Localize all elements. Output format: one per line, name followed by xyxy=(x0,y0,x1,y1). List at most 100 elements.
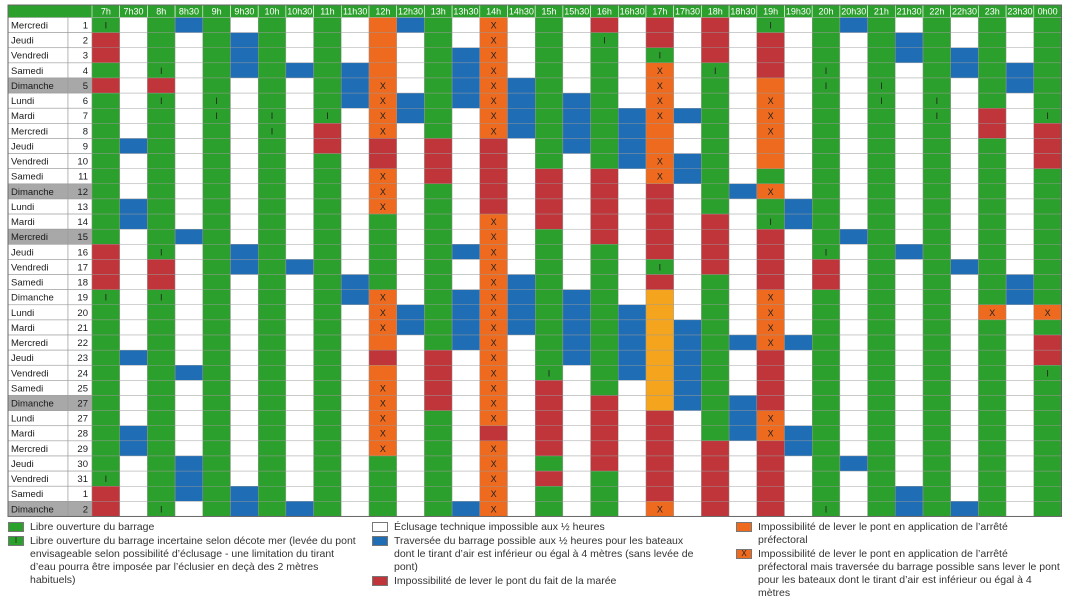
schedule-cell xyxy=(728,47,757,64)
schedule-cell xyxy=(673,198,702,215)
schedule-cell xyxy=(174,365,204,381)
schedule-cell xyxy=(147,168,176,185)
schedule-cell xyxy=(701,486,730,502)
schedule-cell xyxy=(812,349,841,366)
schedule-cell xyxy=(618,486,647,502)
schedule-cell xyxy=(202,440,231,457)
schedule-cell xyxy=(507,289,536,305)
schedule-cell xyxy=(701,425,730,442)
legend-swatch xyxy=(372,576,388,586)
hour-header-label: 19h xyxy=(763,7,778,17)
schedule-cell xyxy=(728,228,757,245)
schedule-cell xyxy=(258,244,287,260)
schedule-cell xyxy=(673,47,702,64)
schedule-cell xyxy=(91,228,120,245)
schedule-cell xyxy=(147,304,176,321)
schedule-cell xyxy=(728,259,757,275)
schedule-cell xyxy=(701,349,730,366)
cell-mark: X xyxy=(768,323,774,333)
schedule-cell xyxy=(839,198,868,215)
schedule-cell xyxy=(784,289,813,305)
schedule-cell xyxy=(922,440,951,457)
schedule-cell xyxy=(590,334,619,351)
schedule-cell xyxy=(839,17,868,33)
schedule-cell xyxy=(424,47,453,64)
day-label: Mardi xyxy=(11,217,35,228)
schedule-cell xyxy=(313,47,342,64)
schedule-cell xyxy=(867,213,896,230)
schedule-cell xyxy=(91,153,120,169)
schedule-cell xyxy=(728,319,757,336)
cell-mark: I xyxy=(105,293,108,303)
schedule-cell xyxy=(922,319,951,336)
date-label: 6 xyxy=(83,96,88,107)
schedule-cell xyxy=(313,244,342,260)
legend-swatch xyxy=(8,522,24,532)
schedule-cell xyxy=(728,244,757,260)
schedule-cell xyxy=(645,274,674,290)
cell-mark: I xyxy=(936,111,939,121)
schedule-cell xyxy=(1005,425,1034,442)
schedule-cell xyxy=(562,138,591,154)
schedule-cell xyxy=(728,153,757,169)
cell-mark: X xyxy=(657,96,663,106)
schedule-cell xyxy=(285,244,314,260)
schedule-cell xyxy=(590,244,619,260)
schedule-cell xyxy=(313,289,342,305)
hour-header-label: 12h30 xyxy=(398,7,423,17)
schedule-cell xyxy=(867,153,896,169)
schedule-cell xyxy=(341,47,370,64)
day-label: Mercredi xyxy=(11,232,48,243)
schedule-cell xyxy=(645,228,674,245)
schedule-cell xyxy=(1005,183,1034,200)
cell-mark: X xyxy=(380,429,386,439)
schedule-cell xyxy=(618,32,647,48)
schedule-cell xyxy=(341,380,370,396)
schedule-cell xyxy=(230,259,259,275)
schedule-cell xyxy=(341,228,370,245)
schedule-cell xyxy=(812,304,841,321)
schedule-cell xyxy=(922,410,951,426)
schedule-cell xyxy=(867,198,896,215)
schedule-cell xyxy=(91,32,120,48)
schedule-cell xyxy=(618,365,647,381)
schedule-cell xyxy=(119,138,148,154)
schedule-cell xyxy=(507,380,536,396)
schedule-cell xyxy=(313,92,342,109)
schedule-cell xyxy=(895,289,924,305)
hour-header-label: 7h30 xyxy=(124,7,144,17)
cell-mark: X xyxy=(491,459,497,469)
schedule-cell xyxy=(258,319,287,336)
schedule-cell xyxy=(119,349,148,366)
schedule-cell xyxy=(728,123,757,139)
schedule-cell xyxy=(507,17,536,33)
schedule-cell xyxy=(202,486,231,502)
legend-col-1: Libre ouverture du barrage I Libre ouvert… xyxy=(8,521,358,588)
schedule-cell xyxy=(645,334,674,351)
schedule-cell xyxy=(618,259,647,275)
schedule-cell xyxy=(285,108,314,124)
date-label: 5 xyxy=(83,81,88,92)
cell-mark: X xyxy=(491,293,497,303)
cell-mark: X xyxy=(491,383,497,393)
schedule-cell xyxy=(91,183,120,200)
date-cell xyxy=(67,501,93,517)
schedule-cell xyxy=(91,259,120,275)
schedule-cell xyxy=(313,319,342,336)
schedule-cell xyxy=(701,198,730,215)
schedule-cell xyxy=(202,425,231,442)
schedule-cell xyxy=(1005,334,1034,351)
schedule-cell xyxy=(202,198,231,215)
schedule-cell xyxy=(784,455,813,472)
hour-header-label: 11h xyxy=(320,7,334,17)
date-label: 17 xyxy=(77,262,88,273)
schedule-cell xyxy=(451,440,481,457)
schedule-cell xyxy=(867,470,896,487)
schedule-cell xyxy=(258,92,287,109)
schedule-cell xyxy=(728,138,757,154)
cell-mark: I xyxy=(880,96,883,106)
schedule-cell xyxy=(673,395,702,411)
schedule-cell xyxy=(728,334,757,351)
cell-mark: X xyxy=(491,308,497,318)
schedule-cell xyxy=(535,440,564,457)
